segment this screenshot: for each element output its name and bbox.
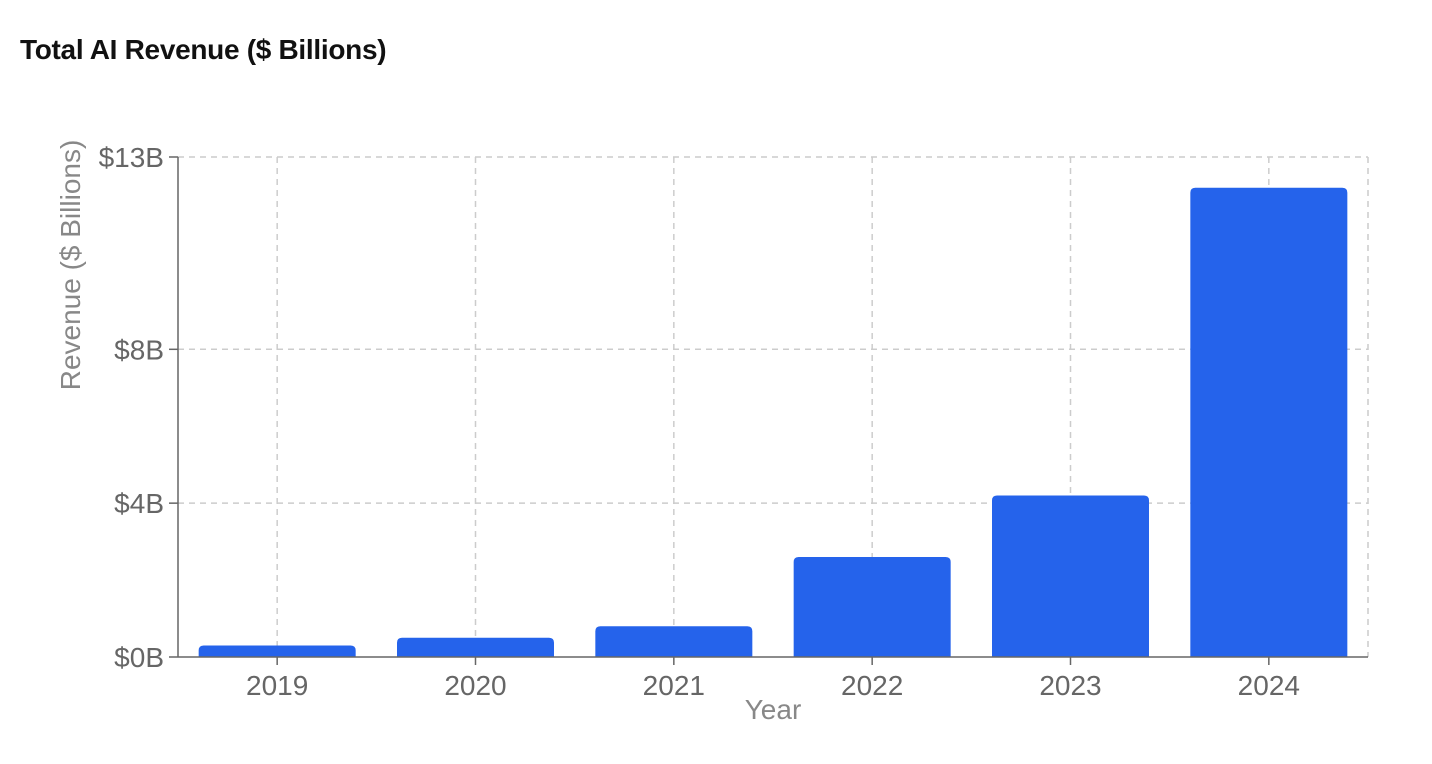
y-tick-label: $13B <box>99 142 164 173</box>
axes-layer <box>169 156 1368 665</box>
bar-2019[interactable] <box>198 645 356 657</box>
bar-2020[interactable] <box>397 637 554 657</box>
y-tick-label: $0B <box>114 642 164 673</box>
x-axis-label: Year <box>745 694 802 725</box>
bar-2023[interactable] <box>992 495 1149 657</box>
bars-layer <box>198 187 1348 657</box>
x-tick-label: 2023 <box>1039 670 1101 701</box>
y-axis-label: Revenue ($ Billions) <box>55 140 86 391</box>
bar-2024[interactable] <box>1190 187 1348 657</box>
y-tick-label: $4B <box>114 488 164 519</box>
x-tick-label: 2022 <box>841 670 903 701</box>
x-tick-label: 2020 <box>444 670 506 701</box>
x-tick-label: 2019 <box>246 670 308 701</box>
bar-2021[interactable] <box>595 626 753 657</box>
grid-layer <box>178 156 1369 657</box>
y-tick-label: $8B <box>114 334 164 365</box>
chart-title: Total AI Revenue ($ Billions) <box>20 34 387 65</box>
x-tick-label: 2024 <box>1238 670 1300 701</box>
x-tick-label: 2021 <box>643 670 705 701</box>
bar-2022[interactable] <box>793 557 951 657</box>
labels-layer: Year Revenue ($ Billions) $0B $4B $8B $13B 2… <box>55 140 1300 725</box>
